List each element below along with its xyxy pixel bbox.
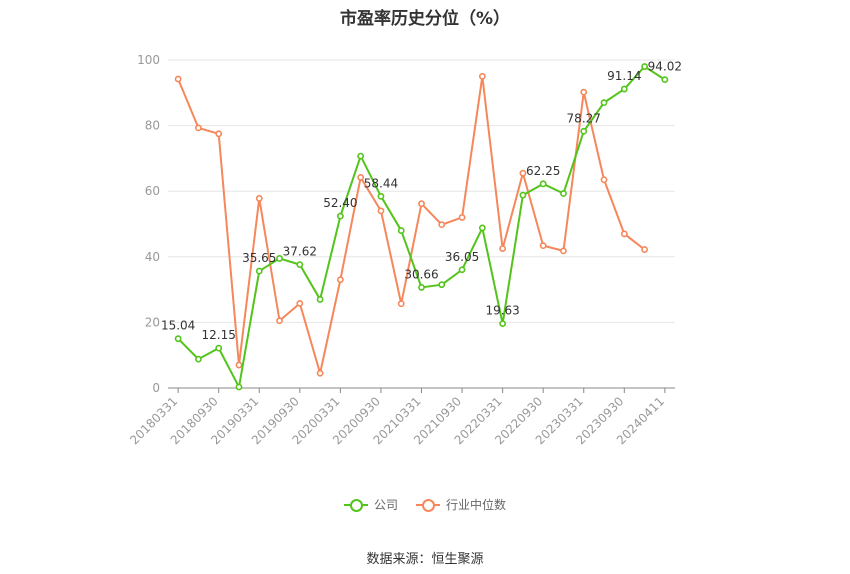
data-point-industry-median — [174, 75, 182, 83]
data-label: 52.40 — [323, 196, 357, 210]
data-point-company — [620, 85, 628, 93]
data-point-company — [600, 99, 608, 107]
y-tick-label: 40 — [145, 250, 160, 264]
data-point-company — [418, 284, 425, 291]
chart-title: 市盈率历史分位（%） — [339, 9, 511, 29]
data-point-industry-median — [316, 369, 324, 377]
chart-legend[interactable]: 公司 行业中位数 — [0, 496, 850, 513]
data-point-company — [296, 261, 304, 269]
data-label: 36.05 — [445, 250, 479, 264]
data-point-industry-median — [255, 195, 263, 202]
data-label: 12.15 — [202, 328, 236, 342]
data-point-company — [641, 63, 648, 70]
data-point-company — [377, 192, 385, 200]
data-label: 35.65 — [242, 251, 276, 265]
data-point-company — [519, 191, 527, 199]
data-label: 37.62 — [283, 245, 317, 259]
data-point-industry-median — [499, 245, 507, 252]
y-tick-label: 60 — [145, 184, 160, 198]
data-point-industry-median — [357, 174, 365, 181]
data-label: 91.14 — [607, 69, 641, 83]
data-label: 62.25 — [526, 164, 560, 178]
data-point-industry-median — [397, 300, 405, 308]
data-label: 15.04 — [161, 319, 195, 333]
data-point-industry-median — [641, 246, 648, 253]
data-point-industry-median — [560, 247, 567, 255]
data-point-industry-median — [519, 169, 527, 177]
data-point-industry-median — [438, 221, 446, 229]
data-source-note: 数据来源：恒生聚源 — [366, 552, 484, 567]
data-point-company — [255, 267, 263, 275]
data-point-industry-median — [458, 214, 466, 221]
data-point-company — [235, 383, 243, 391]
data-point-industry-median — [418, 200, 425, 208]
data-point-industry-median — [195, 124, 202, 132]
data-point-company — [478, 224, 486, 232]
data-point-industry-median — [296, 299, 304, 307]
data-label: 30.66 — [404, 267, 438, 281]
series-line-industry-median — [177, 75, 646, 375]
data-point-company — [336, 212, 344, 220]
data-label: 58.44 — [364, 176, 398, 190]
y-tick-label: 80 — [145, 119, 160, 133]
data-point-company — [560, 190, 567, 197]
legend-industry-marker-icon — [416, 498, 440, 512]
y-tick-label: 0 — [152, 381, 160, 395]
data-point-company — [539, 180, 547, 188]
data-point-company — [661, 76, 669, 84]
data-label: 19.63 — [485, 304, 519, 318]
data-point-company — [499, 320, 507, 328]
data-point-industry-median — [478, 73, 486, 80]
data-point-industry-median — [276, 317, 283, 325]
data-point-company — [397, 227, 405, 234]
legend-company-marker-icon — [343, 498, 368, 512]
data-point-industry-median — [620, 230, 628, 238]
data-point-company — [580, 127, 588, 135]
data-point-industry-median — [580, 88, 588, 96]
legend-company-label: 公司 — [373, 498, 398, 512]
data-point-industry-median — [600, 176, 608, 184]
data-point-industry-median — [539, 242, 547, 250]
legend-item-industry-median[interactable]: 行业中位数 — [416, 496, 506, 513]
data-point-company — [215, 344, 223, 352]
data-point-company — [357, 152, 365, 160]
data-point-industry-median — [336, 276, 344, 284]
y-tick-label: 100 — [137, 53, 160, 67]
data-point-company — [195, 355, 202, 363]
data-label: 94.02 — [648, 60, 682, 74]
y-tick-label: 20 — [145, 315, 160, 329]
legend-industry-label: 行业中位数 — [446, 498, 507, 512]
data-point-industry-median — [215, 130, 223, 138]
data-label: 78.27 — [567, 111, 601, 125]
data-point-company — [276, 255, 283, 262]
data-point-industry-median — [235, 361, 243, 369]
legend-item-company[interactable]: 公司 — [343, 496, 398, 513]
data-point-company — [316, 296, 324, 303]
data-point-company — [174, 335, 182, 343]
data-point-industry-median — [377, 207, 385, 215]
data-point-company — [438, 281, 446, 289]
data-point-company — [458, 266, 466, 274]
